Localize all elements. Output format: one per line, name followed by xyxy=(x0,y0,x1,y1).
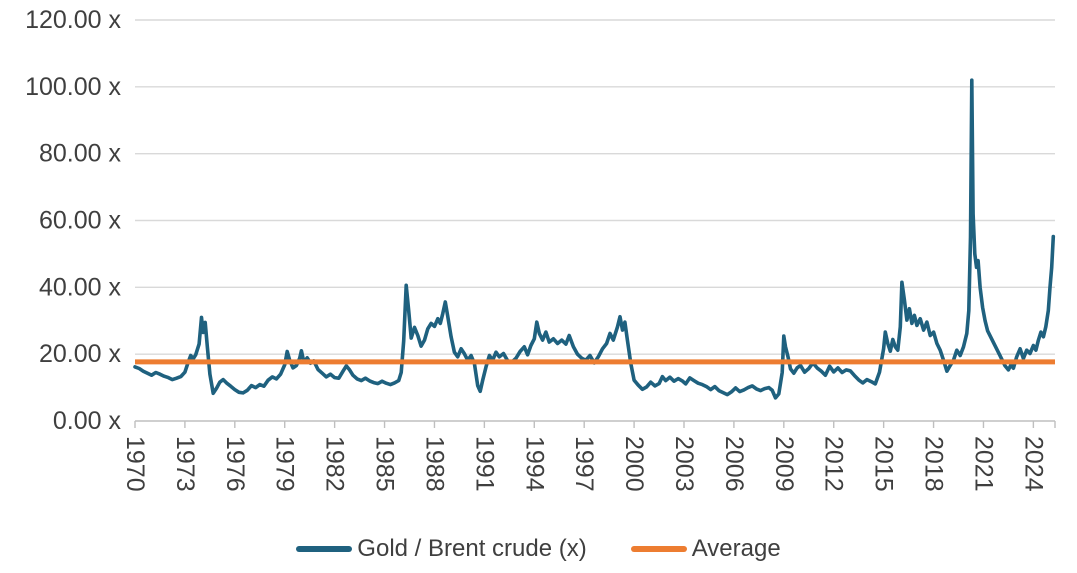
gold-brent-series-label: Gold / Brent crude (x) xyxy=(357,535,587,562)
svg-text:2018: 2018 xyxy=(920,436,948,492)
plot-area: 0.00 x 20.00 x 40.00 x 60.00 x 80.00 x 100.00… xyxy=(25,6,1056,492)
svg-text:60.00 x: 60.00 x xyxy=(39,207,122,235)
svg-text:40.00 x: 40.00 x xyxy=(39,273,122,301)
svg-text:1994: 1994 xyxy=(520,436,548,492)
svg-text:2009: 2009 xyxy=(770,436,798,492)
legend: Gold / Brent crude (x) Average xyxy=(0,535,1077,563)
svg-text:120.00 x: 120.00 x xyxy=(25,6,121,34)
svg-text:1970: 1970 xyxy=(121,436,149,492)
svg-text:2006: 2006 xyxy=(720,436,748,492)
svg-text:2000: 2000 xyxy=(620,436,648,492)
average-series-label: Average xyxy=(691,535,781,562)
legend-item-average: Average xyxy=(630,535,781,563)
average-series-swatch xyxy=(630,546,687,552)
svg-text:1988: 1988 xyxy=(420,436,448,492)
svg-text:100.00 x: 100.00 x xyxy=(25,73,121,101)
ratio-series-line xyxy=(133,78,1056,400)
svg-text:1973: 1973 xyxy=(171,436,199,492)
svg-text:80.00 x: 80.00 x xyxy=(39,140,122,168)
gold-brent-series-swatch xyxy=(296,546,353,552)
svg-text:2021: 2021 xyxy=(969,436,997,492)
svg-text:1985: 1985 xyxy=(371,436,399,492)
x-axis-tick-labels: 1970 1973 1976 1979 1982 1985 1988 1991 1994 1997… xyxy=(121,436,1047,492)
svg-text:0.00 x: 0.00 x xyxy=(53,407,122,435)
legend-item-gold-brent-crude: Gold / Brent crude (x) xyxy=(296,535,587,563)
svg-text:1979: 1979 xyxy=(271,436,299,492)
svg-text:2024: 2024 xyxy=(1019,436,1047,492)
svg-text:2012: 2012 xyxy=(820,436,848,492)
svg-text:1997: 1997 xyxy=(570,436,598,492)
x-axis xyxy=(134,420,1056,428)
svg-text:1976: 1976 xyxy=(221,436,249,492)
gridlines xyxy=(135,19,1055,355)
svg-text:1982: 1982 xyxy=(321,436,349,492)
svg-text:2003: 2003 xyxy=(670,436,698,492)
svg-text:20.00 x: 20.00 x xyxy=(39,340,122,368)
svg-text:1991: 1991 xyxy=(470,436,498,492)
y-axis-tick-labels: 0.00 x 20.00 x 40.00 x 60.00 x 80.00 x 100.00… xyxy=(25,6,121,435)
svg-text:2015: 2015 xyxy=(870,436,898,492)
